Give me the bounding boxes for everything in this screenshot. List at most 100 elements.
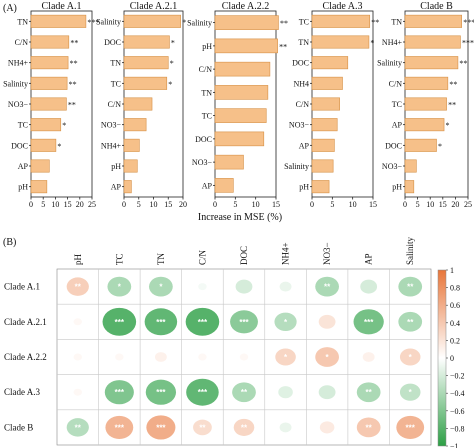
heatmap-cell [185, 307, 220, 336]
heatmap-cell [275, 348, 296, 366]
heatmap-cell [396, 415, 425, 439]
category-label: pH [202, 42, 212, 51]
bar-salinity [404, 56, 459, 70]
category-label: C/N [199, 65, 213, 74]
bar-ph [123, 159, 138, 173]
heatmap-cell [279, 281, 292, 292]
significance-mark: ** [459, 59, 467, 68]
x-tick-label: 0 [310, 200, 314, 209]
category-label: NH4+ [101, 141, 122, 150]
category-label: C/N [389, 79, 403, 88]
bar-ap [404, 118, 445, 132]
heatmap-cell [149, 276, 173, 297]
significance-mark: *** [87, 18, 99, 27]
x-tick-label: 15 [164, 200, 172, 209]
bar-doc [123, 35, 170, 49]
significance-mark: *** [156, 388, 166, 397]
colorbar-tick-label: 1 [450, 266, 454, 275]
category-label: pH [392, 183, 402, 192]
significance-mark: * [409, 388, 413, 397]
column-label: TC [114, 253, 124, 265]
category-label: TC [111, 79, 121, 88]
colorbar-tick-label: 0.4 [450, 319, 460, 328]
x-tick-label: 5 [137, 200, 141, 209]
bar-nh4 [123, 138, 140, 152]
column-label: TN [156, 253, 166, 265]
colorbar [437, 269, 447, 447]
bar-doc [311, 56, 349, 70]
panel-a-xlabel: Increase in MSE (%) [198, 212, 282, 223]
bar-ap [123, 180, 132, 194]
column-label: NH4+ [281, 242, 291, 265]
x-tick-label: 5 [330, 200, 334, 209]
category-label: C/N [108, 100, 122, 109]
bar-ph [404, 180, 415, 194]
category-label: NO3− [192, 158, 213, 167]
heatmap-cell [230, 310, 258, 334]
category-label: Salinity [377, 59, 402, 68]
column-label: DOC [239, 246, 249, 265]
row-label: Clade A.2.2 [4, 352, 47, 362]
bar-doc [404, 138, 437, 152]
heatmap-cell [73, 388, 82, 396]
category-label: AP [111, 183, 122, 192]
significance-mark: *** [198, 388, 208, 397]
bar-panel-clade-b: Clade BTN***NH4+***Salinity**C/N**TC**AP… [377, 1, 474, 209]
significance-mark: *** [156, 423, 166, 432]
significance-mark: ** [407, 283, 414, 292]
bar-c-n [311, 97, 340, 111]
x-tick-label: 10 [252, 200, 260, 209]
x-tick-label: 15 [64, 200, 72, 209]
colorbar-tick-label: −0.4 [450, 389, 465, 398]
bar-tn [311, 35, 370, 49]
heatmap-cell [154, 352, 167, 362]
panel-b-heatmap: pH TC TN C/N DOC NH4+ NO3− AP Salinity Clade A.1 C… [4, 236, 465, 448]
bar-panel-clade-a-1: Clade A.1TN ***C/N **NH4+ **Salinity **NO3− *… [3, 1, 99, 209]
category-label: TN [17, 17, 28, 26]
bar-ph [311, 180, 330, 194]
heatmap-cell [318, 314, 336, 329]
significance-mark: ** [279, 42, 287, 51]
category-label: AP [18, 162, 29, 171]
significance-mark: ** [75, 423, 82, 432]
significance-mark: * [159, 283, 163, 292]
significance-mark: ** [241, 423, 248, 432]
heatmap-cell [319, 421, 335, 434]
significance-mark: *** [115, 423, 125, 432]
x-tick-label: 10 [349, 200, 357, 209]
x-tick-label: 20 [451, 200, 459, 209]
significance-mark: * [170, 59, 174, 68]
bar-panel-clade-a-3: Clade A.3 TC ** TN * DOC NH4 C/N NO3− AP Salinity p… [284, 1, 379, 209]
significance-mark: *** [463, 18, 474, 27]
significance-mark: * [438, 142, 442, 151]
row-label: Clade A.3 [4, 387, 40, 397]
heatmap-cell [362, 352, 375, 362]
significance-mark: ** [280, 19, 288, 28]
category-label: Salinity [96, 17, 121, 26]
significance-mark: * [284, 353, 288, 362]
significance-mark: ** [70, 39, 78, 48]
heatmap-cell [318, 385, 336, 400]
heatmap-cell [398, 276, 423, 297]
heatmap-cell [360, 279, 378, 294]
significance-mark: ** [75, 283, 82, 292]
bar-tn [30, 14, 87, 28]
bar-tc [30, 118, 62, 132]
category-label: AP [202, 181, 213, 190]
x-tick-label: 20 [76, 200, 84, 209]
colorbar-tick-label: −0.2 [450, 372, 465, 381]
row-label: Clade A.2.1 [4, 317, 47, 327]
category-label: DOC [11, 141, 28, 150]
category-label: NH4+ [8, 59, 29, 68]
heatmap-cell [107, 276, 132, 297]
bar-salinity [311, 159, 334, 173]
panel-title: Clade A.2.1 [130, 1, 178, 12]
column-label: Salinity [405, 236, 415, 265]
category-label: TN [110, 59, 121, 68]
x-tick-label: 5 [233, 200, 237, 209]
significance-mark: * [370, 39, 374, 48]
bar-c-n [214, 61, 271, 77]
category-label: TC [392, 100, 402, 109]
x-tick-label: 10 [51, 200, 59, 209]
